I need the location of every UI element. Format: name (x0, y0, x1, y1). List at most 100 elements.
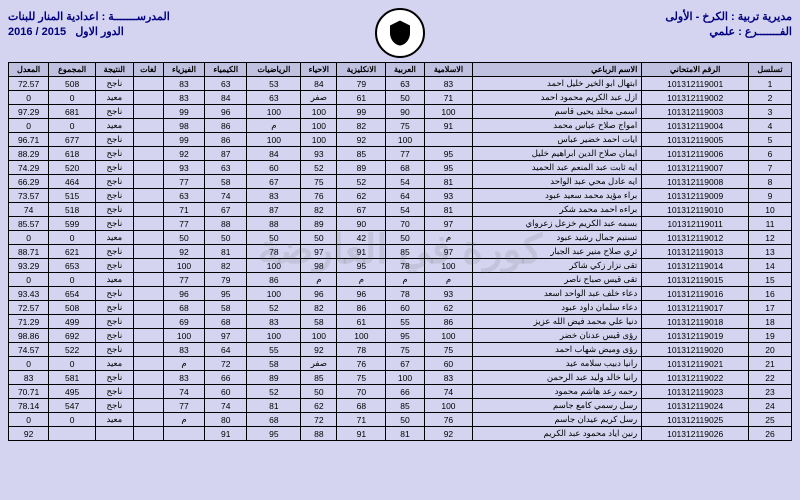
cell: ناجح (96, 105, 134, 119)
table-row: 1101312119001ابتهال ابو الخير خليل احمد8… (9, 77, 792, 91)
cell: 101312119015 (642, 273, 749, 287)
cell (133, 287, 163, 301)
col-header-11: النتيجة (96, 63, 134, 77)
cell: 62 (337, 189, 386, 203)
cell: 50 (301, 385, 337, 399)
cell: 83 (247, 189, 301, 203)
cell: 74 (424, 385, 473, 399)
cell: 83 (424, 77, 473, 91)
cell: ناجح (96, 77, 134, 91)
cell: 54 (386, 175, 424, 189)
table-row: 14101312119014تقى نزار زكي شاكر100789598… (9, 259, 792, 273)
cell: 74 (205, 189, 247, 203)
cell: ايه عادل محي عبد الواحد (473, 175, 642, 189)
cell: 86 (247, 273, 301, 287)
cell: 88 (301, 427, 337, 441)
cell: 58 (205, 175, 247, 189)
table-row: 23101312119023رحمه رعد هاشم محمود7466705… (9, 385, 792, 399)
cell (133, 161, 163, 175)
col-header-0: تسلسل (749, 63, 792, 77)
cell: 70.71 (9, 385, 49, 399)
cell: 98 (163, 119, 204, 133)
cell: 82 (337, 119, 386, 133)
cell: 78 (386, 259, 424, 273)
cell: 52 (247, 301, 301, 315)
cell: 0 (9, 119, 49, 133)
cell: 95 (337, 259, 386, 273)
cell: 654 (49, 287, 96, 301)
cell: 52 (301, 161, 337, 175)
cell: 100 (247, 133, 301, 147)
cell: 100 (337, 329, 386, 343)
cell: 68 (205, 315, 247, 329)
cell: 21 (749, 357, 792, 371)
table-row: 17101312119017دعاء سلمان داود عبود626086… (9, 301, 792, 315)
cell: 101312119024 (642, 399, 749, 413)
cell: 89 (337, 161, 386, 175)
cell: 42 (337, 231, 386, 245)
cell: ناجح (96, 399, 134, 413)
table-row: 24101312119024رسل رسمي كامع جاسم10085686… (9, 399, 792, 413)
cell: امواج صلاح عباس محمد (473, 119, 642, 133)
cell: ناجح (96, 245, 134, 259)
school-value: اعدادية المنار للبنات (8, 11, 99, 23)
cell: 0 (49, 413, 96, 427)
cell: 89 (301, 217, 337, 231)
cell: 88 (205, 217, 247, 231)
cell: 0 (49, 273, 96, 287)
cell: 2 (749, 91, 792, 105)
cell: 22 (749, 371, 792, 385)
cell: 77 (163, 399, 204, 413)
cell: براء مؤيد محمد سعيد عبود (473, 189, 642, 203)
table-row: 6101312119006ايمان صلاح الدين ابراهيم خل… (9, 147, 792, 161)
table-row: 12101312119012تسنيم جمال رشيد عبودم50425… (9, 231, 792, 245)
school-label: المدرســـــــة (108, 11, 170, 23)
cell: 92 (163, 147, 204, 161)
cell: 82 (301, 203, 337, 217)
cell: 93 (163, 161, 204, 175)
cell: 90 (386, 105, 424, 119)
cell: 58 (301, 315, 337, 329)
cell: 74 (163, 385, 204, 399)
cell: 0 (9, 357, 49, 371)
cell: 78 (386, 287, 424, 301)
cell: 83 (163, 343, 204, 357)
cell: 66 (386, 385, 424, 399)
cell: 71.29 (9, 315, 49, 329)
cell: 84 (205, 91, 247, 105)
cell: 91 (424, 119, 473, 133)
cell: 63 (205, 77, 247, 91)
cell: ناجح (96, 189, 134, 203)
cell: 92 (9, 427, 49, 441)
cell: 63 (163, 189, 204, 203)
col-header-12: المجموع (49, 63, 96, 77)
col-header-3: الاسلامية (424, 63, 473, 77)
cell: 75 (386, 119, 424, 133)
cell: 88.29 (9, 147, 49, 161)
cell: 78 (247, 245, 301, 259)
cell: 6 (749, 147, 792, 161)
cell: 66 (205, 371, 247, 385)
cell: 98.86 (9, 329, 49, 343)
cell: 92 (337, 133, 386, 147)
cell (133, 119, 163, 133)
cell: 89 (247, 371, 301, 385)
cell: 83 (163, 371, 204, 385)
branch-label: الفـــــــرع (745, 26, 792, 38)
cell: 93.29 (9, 259, 49, 273)
cell: 60 (247, 161, 301, 175)
directorate-value: الكرخ - الأولى (665, 11, 728, 23)
cell: 20 (749, 343, 792, 357)
cell: 96 (337, 287, 386, 301)
cell: 8 (749, 175, 792, 189)
cell: 61 (337, 315, 386, 329)
cell: 101312119021 (642, 357, 749, 371)
cell: 86 (205, 119, 247, 133)
cell: دنيا علي محمد فيض الله عزيز (473, 315, 642, 329)
cell (133, 147, 163, 161)
cell: 522 (49, 343, 96, 357)
cell (133, 371, 163, 385)
cell: م (337, 273, 386, 287)
table-row: 3101312119003اسمى مخلد يحيى قاسم10090991… (9, 105, 792, 119)
cell: 96 (301, 287, 337, 301)
